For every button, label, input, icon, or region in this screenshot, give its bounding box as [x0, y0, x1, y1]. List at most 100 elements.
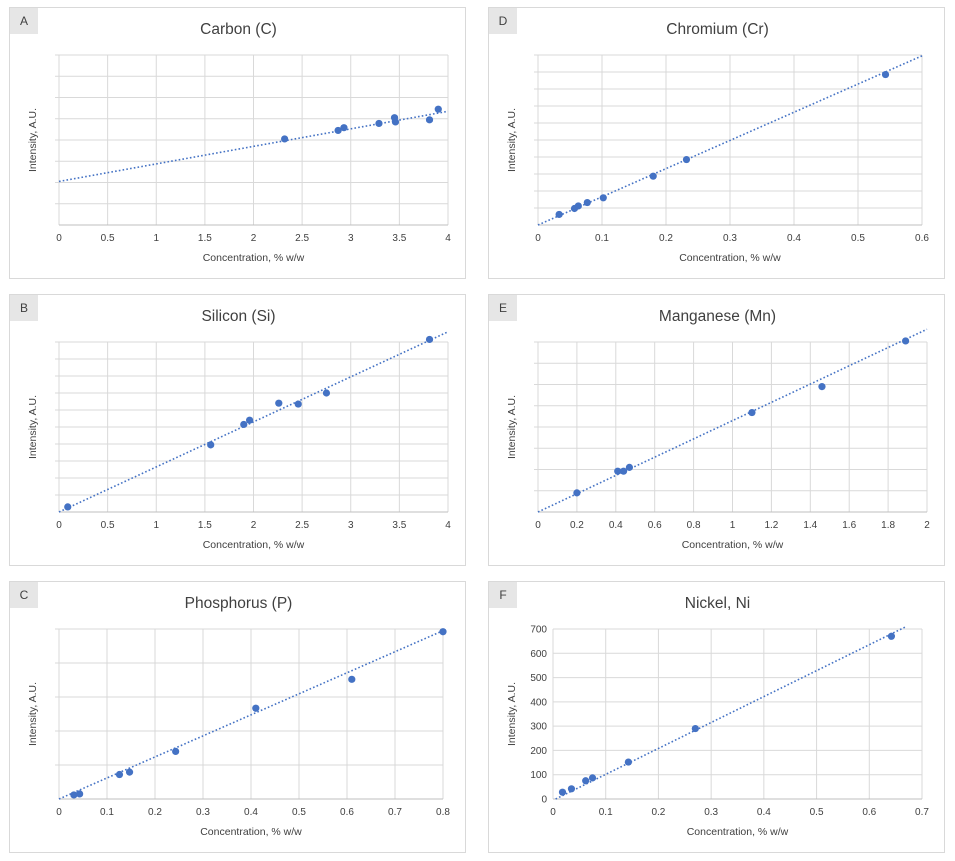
data-point	[246, 416, 254, 424]
chart-chromium: Chromium (Cr) 0 0.1 0.2 0.3 0.4 0.5 0.6 Concentr…	[506, 21, 929, 264]
data-point	[172, 747, 180, 755]
data-point	[902, 337, 910, 345]
panel-letter: B	[10, 295, 38, 321]
y-tick-label: 700	[530, 625, 547, 636]
x-tick-label: 0	[56, 807, 62, 818]
data-point	[281, 135, 289, 143]
x-tick-label: 0.7	[388, 807, 402, 818]
x-tick-label: 0.1	[100, 807, 114, 818]
x-axis-label: Concentration, % w/w	[679, 252, 781, 264]
y-tick-label: 100	[530, 770, 547, 781]
x-tick-label: 0.4	[609, 520, 623, 531]
x-tick-label: 2.5	[295, 520, 309, 531]
x-tick-label: 0.5	[292, 807, 306, 818]
x-tick-label: 0.5	[101, 520, 115, 531]
x-tick-label: 0.3	[723, 233, 737, 244]
chart-silicon: Silicon (Si) 0 0.5 1 1.5 2 2.5 3 3.5 4 Concentrati…	[27, 308, 451, 551]
data-point	[348, 675, 356, 683]
y-tick-label: 0	[541, 795, 547, 806]
x-tick-label: 0	[535, 520, 541, 531]
chart-title: Carbon (C)	[200, 21, 277, 38]
x-tick-label: 0.8	[687, 520, 701, 531]
x-tick-label: 1	[730, 520, 736, 531]
trendline	[58, 110, 449, 183]
data-point	[574, 202, 582, 210]
x-tick-label: 0.4	[244, 807, 258, 818]
x-tick-label: 1.8	[881, 520, 895, 531]
x-tick-label: 3.5	[392, 520, 406, 531]
data-point	[125, 768, 134, 776]
y-axis-label: Intensity, A.U.	[506, 108, 518, 172]
x-tick-label: 0.2	[651, 807, 665, 818]
x-tick-label: 0	[550, 807, 556, 818]
x-tick-label: 1.5	[198, 520, 212, 531]
chart-panel-manganese: E Manganese (Mn) 0 0.2 0.4 0.6 0.8 1 1.2 1.4 1.6 1…	[488, 294, 945, 566]
y-tick-label: 600	[530, 649, 547, 660]
x-tick-label: 0.7	[915, 807, 929, 818]
y-tick-label: 400	[530, 697, 547, 708]
chart-phosphorus: Phosphorus (P) 0 0.1 0.2 0.3 0.4 0.5 0.6 0.7 0.8 C…	[27, 595, 450, 838]
x-tick-label: 2	[251, 233, 257, 244]
data-point	[322, 389, 331, 397]
x-tick-label: 0.4	[757, 807, 771, 818]
x-tick-label: 0.5	[101, 233, 115, 244]
chart-title: Silicon (Si)	[201, 308, 275, 325]
data-point	[614, 467, 622, 475]
chart-panel-chromium: D Chromium (Cr) 0 0.1 0.2 0.3 0.4 0.5 0.6 Concen…	[488, 7, 945, 279]
chart-panel-nickel: F Nickel, Ni 0 0.1 0.2 0.3 0.4 0.5 0.6 0.7 0 100 20…	[488, 581, 945, 853]
y-tick-label: 300	[530, 722, 547, 733]
x-axis-label: Concentration, % w/w	[203, 539, 305, 551]
data-point	[76, 790, 84, 798]
data-point	[555, 210, 563, 219]
data-point	[434, 105, 442, 113]
x-tick-label: 3	[348, 520, 354, 531]
x-tick-label: 0	[56, 233, 62, 244]
data-point	[887, 632, 896, 640]
x-tick-label: 1	[153, 520, 159, 531]
x-tick-label: 2	[251, 520, 257, 531]
x-tick-label: 0.6	[862, 807, 876, 818]
panel-letter: F	[489, 582, 517, 608]
data-point	[425, 116, 434, 124]
chart-title: Manganese (Mn)	[659, 308, 776, 325]
x-tick-label: 0.3	[196, 807, 210, 818]
x-tick-label: 0.4	[787, 233, 801, 244]
data-point	[691, 724, 699, 733]
data-point	[588, 774, 597, 782]
x-axis-label: Concentration, % w/w	[682, 539, 784, 551]
data-point	[748, 408, 756, 417]
data-point	[567, 785, 576, 793]
y-tick-label: 200	[530, 746, 547, 757]
data-point	[582, 777, 590, 785]
data-point	[70, 791, 78, 799]
panel-letter: E	[489, 295, 517, 321]
x-tick-label: 4	[445, 520, 451, 531]
data-point	[375, 119, 383, 128]
data-point	[425, 335, 434, 344]
chart-panel-phosphorus: C Phosphorus (P) 0 0.1 0.2 0.3 0.4 0.5 0.6 0.7 0.…	[9, 581, 466, 853]
x-tick-label: 0.8	[436, 807, 450, 818]
x-tick-label: 2	[924, 520, 930, 531]
x-tick-label: 0.1	[599, 807, 613, 818]
data-point	[649, 172, 657, 180]
data-point	[624, 758, 632, 766]
data-point	[682, 155, 691, 164]
x-tick-label: 0.6	[915, 233, 929, 244]
data-point	[558, 788, 567, 796]
x-tick-label: 0.2	[659, 233, 673, 244]
data-point	[818, 383, 826, 391]
x-tick-label: 0.5	[810, 807, 824, 818]
data-point	[599, 194, 607, 202]
data-point	[252, 704, 260, 712]
data-point	[294, 400, 302, 408]
data-point	[334, 126, 342, 135]
data-point	[391, 118, 400, 126]
chart-title: Nickel, Ni	[685, 595, 750, 612]
data-point	[340, 124, 348, 132]
x-tick-label: 1.5	[198, 233, 212, 244]
data-point	[240, 420, 248, 429]
x-tick-label: 1.2	[764, 520, 778, 531]
y-tick-label: 500	[530, 673, 547, 684]
x-tick-label: 3	[348, 233, 354, 244]
chart-nickel: Nickel, Ni 0 0.1 0.2 0.3 0.4 0.5 0.6 0.7 0 100 200 3…	[506, 595, 929, 838]
